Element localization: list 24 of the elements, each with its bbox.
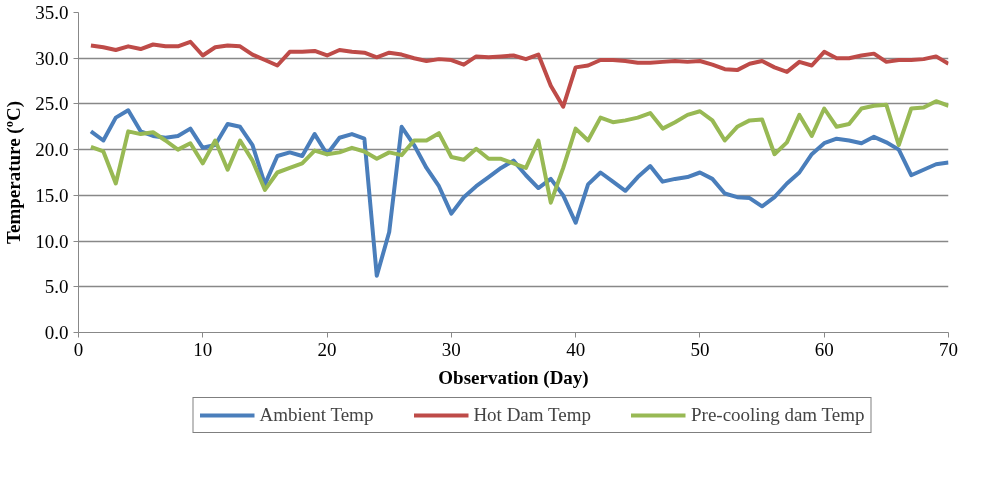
x-tick-label: 0	[73, 338, 84, 360]
x-tick-label: 70	[939, 338, 958, 360]
y-tick-label: 15.0	[35, 184, 69, 206]
y-tick-label: 10.0	[35, 230, 69, 252]
y-tick-label: 25.0	[35, 93, 69, 115]
y-tick-label: 20.0	[35, 139, 69, 161]
y-tick-label: 0.0	[44, 322, 69, 343]
legend-label: Hot Dam Temp	[473, 404, 591, 426]
y-tick-label: 30.0	[35, 47, 69, 69]
x-tick-label: 50	[690, 338, 710, 360]
y-axis-title: Temperature (ºC)	[3, 101, 26, 244]
line-series	[88, 99, 949, 205]
legend-label: Ambient Temp	[259, 404, 374, 426]
x-tick-label: 20	[317, 338, 337, 360]
line-series	[88, 108, 949, 278]
legend-label: Pre-cooling dam Temp	[690, 404, 865, 426]
y-tick-label: 5.0	[44, 276, 69, 298]
x-axis-title: Observation (Day)	[438, 366, 589, 389]
x-tick-label: 10	[193, 338, 213, 360]
x-tick-label: 40	[566, 338, 586, 360]
x-tick-label: 30	[441, 338, 461, 360]
line-series	[88, 39, 949, 109]
y-tick-label: 35.0	[35, 2, 69, 23]
x-tick-label: 60	[814, 338, 834, 360]
